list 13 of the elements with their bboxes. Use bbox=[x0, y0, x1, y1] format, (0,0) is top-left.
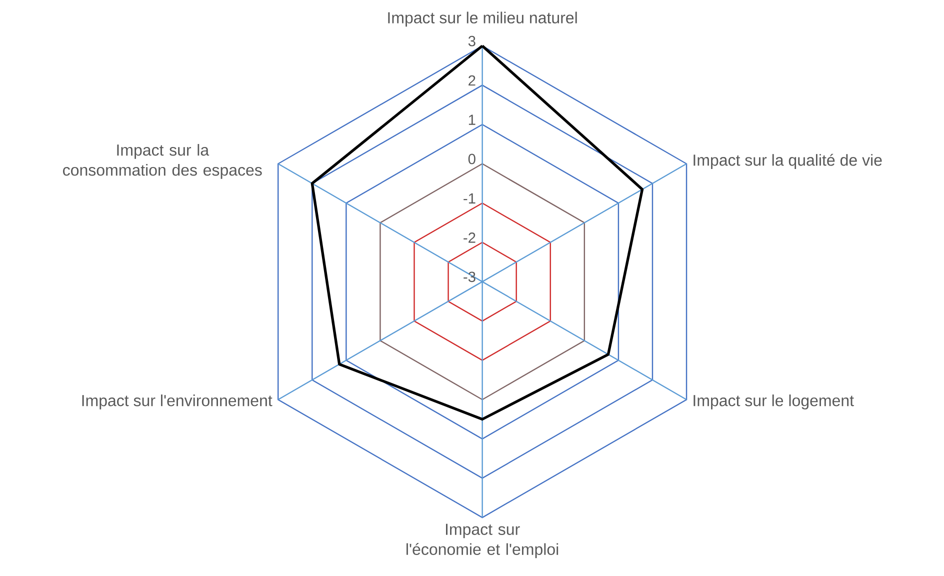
spoke-label: Impact sur le logement bbox=[694, 394, 854, 410]
spoke-label: Impact sur l'économie et l'emploi bbox=[406, 524, 558, 558]
y-tick-label: 3 bbox=[468, 36, 476, 46]
y-tick-label: -2 bbox=[464, 232, 476, 243]
y-tick-label: -1 bbox=[464, 193, 476, 204]
y-tick-label: 2 bbox=[468, 75, 476, 86]
y-tick-label: 1 bbox=[468, 114, 476, 125]
spoke-label: Impact sur la qualité de vie bbox=[694, 154, 882, 169]
spoke-label: Impact sur la consommation des espaces bbox=[63, 144, 262, 179]
y-tick-label: -3 bbox=[464, 272, 476, 282]
y-tick-label: 0 bbox=[468, 154, 476, 164]
spoke-label: Impact sur l'environnement bbox=[82, 394, 272, 410]
spoke-label: Impact sur le milieu naturel bbox=[388, 12, 577, 27]
